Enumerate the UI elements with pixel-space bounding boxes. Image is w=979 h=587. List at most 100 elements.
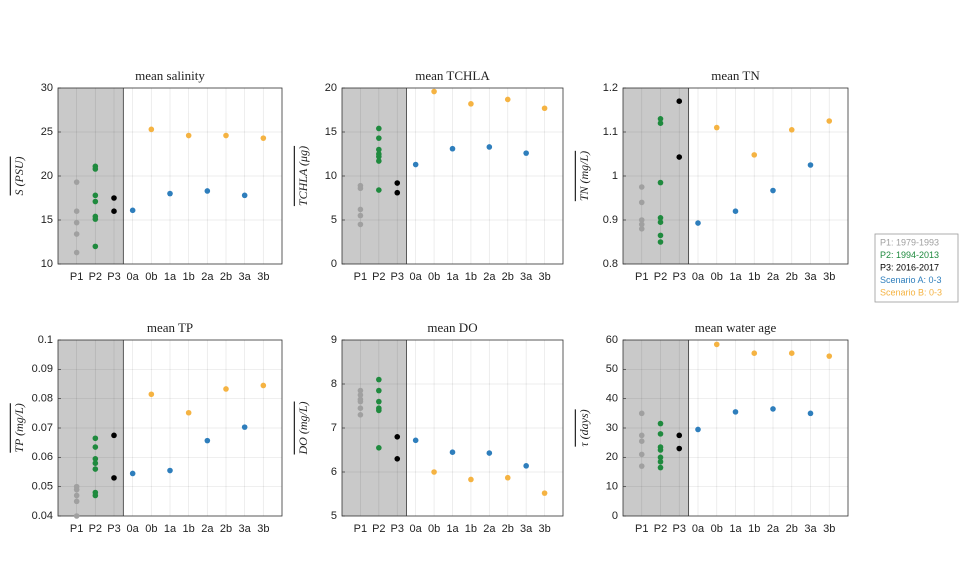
data-point (376, 376, 382, 383)
data-point (657, 447, 664, 453)
x-tick-label: 0b (428, 523, 440, 535)
y-tick-label: 50 (606, 363, 618, 375)
y-tick-label: 1.1 (603, 126, 618, 138)
chart-title: mean salinity (135, 68, 205, 83)
y-tick-label: 25 (41, 126, 53, 138)
x-tick-label: 0b (711, 523, 723, 535)
x-tick-label: P2 (89, 523, 102, 535)
x-tick-label: 3a (239, 523, 252, 535)
data-point (111, 432, 117, 439)
data-point (357, 185, 364, 192)
x-tick-label: 1a (446, 523, 459, 535)
data-point (376, 146, 382, 153)
x-tick-label: P1 (354, 271, 367, 283)
y-tick-label: 0.9 (603, 214, 618, 226)
data-point (73, 179, 80, 185)
y-tick-label: 20 (41, 170, 53, 182)
y-tick-label: 10 (606, 481, 618, 493)
axes-box (341, 87, 564, 265)
data-point (376, 125, 382, 132)
x-tick-label: 0b (145, 271, 157, 283)
data-point (92, 492, 99, 499)
x-tick-label: 3b (538, 523, 550, 535)
x-tick-label: P2 (654, 523, 667, 535)
x-tick-label: 1b (465, 271, 477, 283)
data-point (73, 492, 80, 499)
x-tick-label: 2a (201, 523, 214, 535)
data-point (431, 469, 437, 475)
x-tick-label: 3b (257, 523, 269, 535)
y-tick-label: 0.04 (32, 510, 53, 522)
x-tick-label: 1a (446, 271, 459, 283)
data-point (713, 341, 720, 348)
data-point (376, 135, 382, 141)
chart-title: mean TCHLA (415, 68, 490, 83)
data-point (468, 101, 474, 107)
data-point (111, 195, 117, 201)
data-point (260, 382, 267, 389)
data-point (638, 438, 645, 445)
y-tick-label: 0.05 (32, 481, 53, 493)
x-tick-label: 3a (239, 271, 252, 283)
data-point (732, 409, 739, 415)
data-point (394, 180, 401, 186)
data-point (148, 126, 155, 133)
data-point (638, 184, 645, 190)
data-point (638, 451, 645, 458)
x-tick-label: P1 (70, 523, 83, 535)
x-tick-label: 0a (127, 523, 140, 535)
data-point (657, 215, 664, 221)
x-tick-label: 1a (164, 271, 177, 283)
x-tick-label: 0a (692, 271, 705, 283)
y-tick-label: 15 (41, 214, 53, 226)
data-point (412, 161, 419, 168)
baseline-shade (623, 88, 689, 264)
data-point (657, 431, 664, 437)
data-point (129, 470, 136, 477)
x-tick-label: 1b (465, 523, 477, 535)
data-point (357, 206, 364, 213)
x-tick-label: 0b (145, 523, 157, 535)
data-point (357, 212, 364, 219)
data-point (638, 432, 645, 439)
y-tick-label: 9 (331, 334, 337, 346)
data-point (241, 424, 248, 430)
x-tick-label: 2a (483, 271, 496, 283)
legend-entry: Scenario B: 0-3 (880, 287, 942, 297)
data-point (541, 490, 548, 496)
legend-entry: P3: 2016-2017 (880, 262, 939, 272)
data-point (92, 456, 99, 462)
x-tick-label: P3 (107, 271, 120, 283)
data-point (638, 217, 645, 223)
data-point (111, 208, 117, 214)
data-point (638, 221, 645, 228)
y-tick-label: 0.8 (603, 258, 618, 270)
data-point (504, 96, 511, 103)
data-point (148, 391, 155, 398)
data-point (357, 221, 364, 228)
x-tick-label: P2 (372, 271, 385, 283)
y-axis-label: TN (mg/L) (577, 151, 591, 201)
x-tick-label: 0a (410, 523, 423, 535)
chart-title: mean TP (147, 320, 193, 335)
data-point (486, 144, 493, 150)
baseline-shade (342, 340, 407, 516)
data-point (657, 239, 664, 245)
chart-title: mean TN (711, 68, 760, 83)
axes-box (622, 87, 849, 265)
data-point (657, 454, 664, 461)
data-point (376, 398, 382, 405)
data-point (713, 124, 720, 131)
x-tick-label: 0a (692, 523, 705, 535)
data-point (92, 243, 99, 250)
data-point (376, 158, 382, 164)
data-point (223, 132, 229, 139)
y-axis-label: TCHLA (μg) (296, 146, 310, 206)
x-tick-label: 0a (127, 271, 140, 283)
y-tick-label: 0.08 (32, 393, 53, 405)
axes-box (622, 339, 849, 517)
legend-entry: P1: 1979-1993 (880, 237, 939, 247)
x-tick-label: 3a (804, 523, 817, 535)
data-point (357, 392, 364, 398)
data-point (185, 132, 192, 139)
